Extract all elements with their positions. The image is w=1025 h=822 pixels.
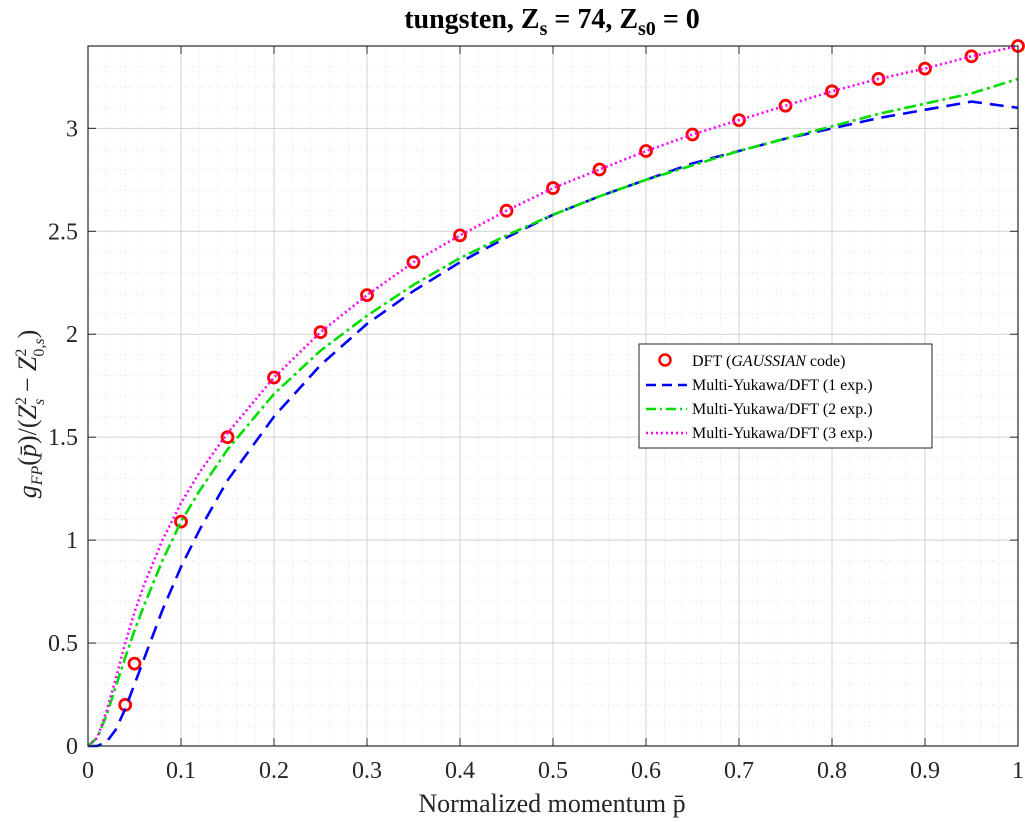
x-tick-label: 1 xyxy=(1012,758,1024,784)
data-point-dft xyxy=(546,181,560,195)
legend-box xyxy=(638,343,933,449)
y-tick-label: 2.5 xyxy=(48,219,78,245)
legend-entry-2exp: Multi-Yukawa/DFT (2 exp.) xyxy=(646,401,873,418)
data-point-dft xyxy=(360,288,374,303)
data-point-dft xyxy=(453,228,467,243)
legend-label-1exp: Multi-Yukawa/DFT (1 exp.) xyxy=(692,377,873,394)
y-tick-label: 0 xyxy=(66,734,78,760)
legend-entry-1exp: Multi-Yukawa/DFT (1 exp.) xyxy=(646,377,873,394)
data-point-dft xyxy=(825,84,839,99)
data-point-dft xyxy=(174,514,188,529)
series-line-2exp xyxy=(87,77,1019,747)
data-point-dft xyxy=(313,325,328,340)
data-point-dft xyxy=(499,203,514,218)
legend-marker-dft xyxy=(658,353,672,367)
x-tick-label: 0.6 xyxy=(631,758,661,784)
y-tick-label: 3 xyxy=(66,116,78,142)
y-tick-label: 2 xyxy=(66,322,78,348)
data-point-dft xyxy=(220,430,235,445)
x-tick-label: 0.4 xyxy=(445,758,475,784)
data-point-dft xyxy=(639,144,653,158)
data-point-dft xyxy=(685,127,700,142)
x-tick-label: 0.5 xyxy=(538,758,568,784)
legend-entry-dft: DFT (GAUSSIAN code) xyxy=(658,353,845,370)
x-tick-label: 0.9 xyxy=(910,758,940,784)
x-tick-label: 0.1 xyxy=(166,758,196,784)
x-tick-label: 0.3 xyxy=(352,758,382,784)
x-tick-label: 0.7 xyxy=(724,758,754,784)
legend: DFT (GAUSSIAN code) Multi-Yukawa/DFT (1 … xyxy=(638,343,933,449)
legend-label-2exp: Multi-Yukawa/DFT (2 exp.) xyxy=(692,401,873,418)
legend-label-3exp: Multi-Yukawa/DFT (3 exp.) xyxy=(692,425,873,442)
x-tick-label: 0.8 xyxy=(817,758,847,784)
x-axis-label: Normalized momentum p̄ xyxy=(418,789,685,818)
data-point-dft xyxy=(127,656,142,671)
y-axis-ticks: 0 0.5 1 1.5 2 2.5 3 xyxy=(48,116,1018,760)
data-point-dft xyxy=(871,72,886,86)
y-tick-label: 0.5 xyxy=(48,631,78,657)
x-tick-label: 0 xyxy=(82,758,94,784)
data-point-dft xyxy=(732,113,746,128)
data-point-dft xyxy=(406,255,421,270)
data-point-dft xyxy=(592,162,607,177)
data-point-dft xyxy=(778,98,793,113)
data-point-dft xyxy=(918,61,932,76)
x-axis-ticks: 0 0.1 0.2 0.3 0.4 0.5 0.6 0.7 0.8 0.9 1 xyxy=(82,46,1024,784)
legend-entry-3exp: Multi-Yukawa/DFT (3 exp.) xyxy=(646,425,873,442)
data-point-dft xyxy=(267,370,281,385)
x-tick-label: 0.2 xyxy=(259,758,289,784)
y-tick-label: 1 xyxy=(66,528,78,554)
y-tick-label: 1.5 xyxy=(48,425,78,451)
legend-label-dft: DFT (GAUSSIAN code) xyxy=(692,353,845,370)
y-axis-label: gFP(p̄)/(Z2s − Z20,s) xyxy=(13,330,48,499)
chart-title: tungsten, Zs = 74, Zs0 = 0 xyxy=(404,4,700,40)
data-point-dft xyxy=(964,49,979,64)
series-line-3exp xyxy=(87,44,1019,747)
